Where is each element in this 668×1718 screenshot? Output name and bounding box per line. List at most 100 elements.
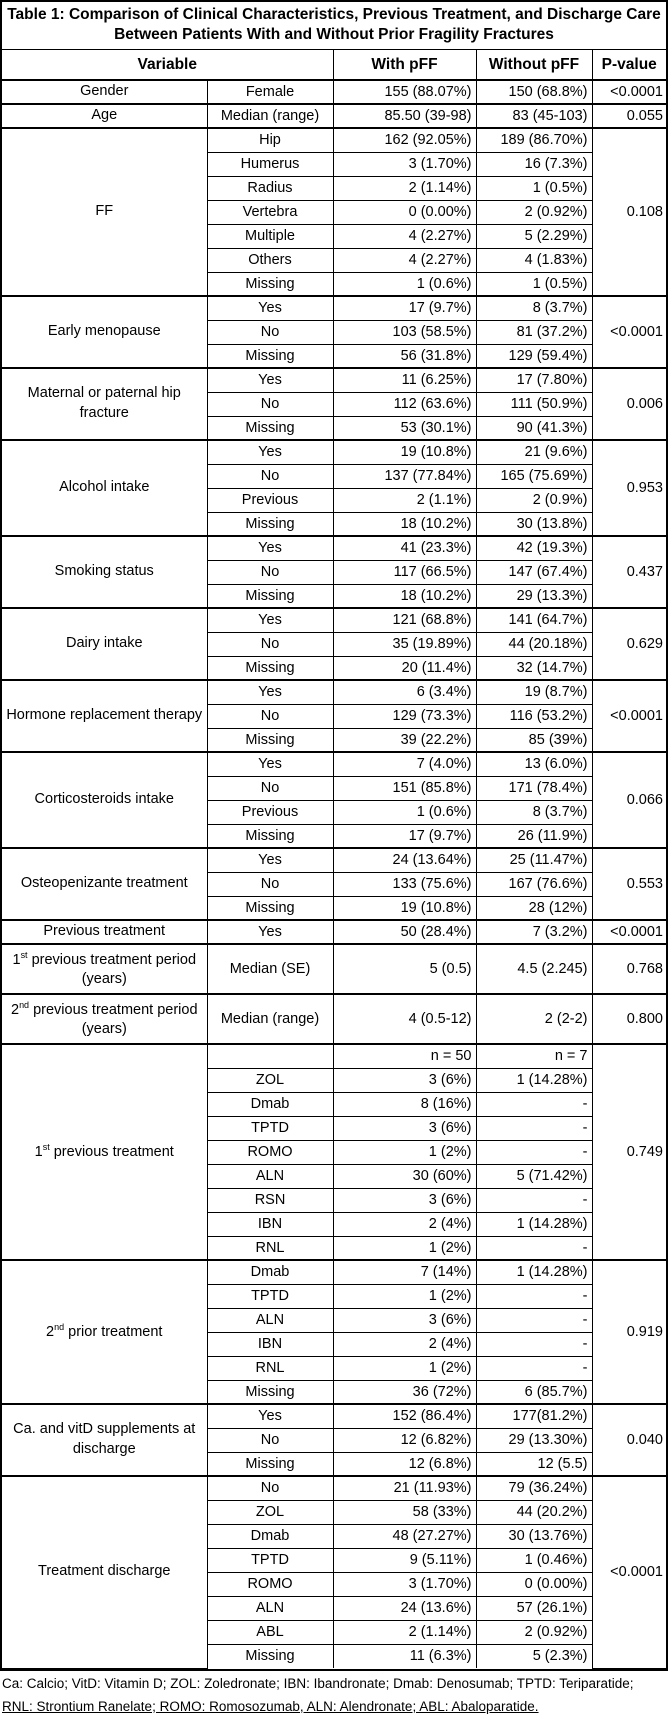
with-pff-value-cell: 1 (2%) bbox=[332, 1139, 477, 1165]
with-pff-value-cell: 133 (75.6%) bbox=[332, 871, 477, 897]
with-pff-value-cell: 2 (4%) bbox=[332, 1211, 477, 1237]
variable-group-cell: Corticosteroids intake bbox=[2, 751, 208, 849]
sub-variable-cell: Missing bbox=[206, 1451, 334, 1477]
table-row: Ca. and vitD supplements at discharge Yes… bbox=[2, 1403, 666, 1477]
with-pff-value-cell: 11 (6.25%) bbox=[332, 367, 477, 393]
sub-variable-cell: Yes bbox=[206, 1403, 334, 1429]
without-pff-value-cell: 42 (19.3%) bbox=[475, 535, 593, 561]
table-row: ABL 2 (1.14%) 2 (0.92%) bbox=[2, 1619, 666, 1645]
with-pff-value-cell: 7 (4.0%) bbox=[332, 751, 477, 777]
without-pff-value-cell: 2 (0.9%) bbox=[475, 487, 593, 513]
p-value-cell: <0.0001 bbox=[591, 919, 666, 945]
p-value-cell: 0.553 bbox=[591, 847, 666, 921]
variable-group-cell: 1st previous treatment period (years) bbox=[2, 943, 208, 995]
variable-group-cell: FF bbox=[2, 127, 208, 297]
with-pff-value-cell: 20 (11.4%) bbox=[332, 655, 477, 681]
sub-variable-cell: Others bbox=[206, 247, 334, 273]
table-row: Vertebra 0 (0.00%) 2 (0.92%) bbox=[2, 199, 666, 225]
sub-variable-cell: No bbox=[206, 871, 334, 897]
without-pff-value-cell: - bbox=[475, 1115, 593, 1141]
table-row: Missing 36 (72%) 6 (85.7%) bbox=[2, 1379, 666, 1405]
sub-variable-cell: Missing bbox=[206, 1643, 334, 1668]
table-row: Missing 56 (31.8%) 129 (59.4%) bbox=[2, 343, 666, 369]
table-row: Maternal or paternal hip fracture Yes 11 (… bbox=[2, 367, 666, 441]
sub-variable-cell: TPTD bbox=[206, 1547, 334, 1573]
without-pff-value-cell: 16 (7.3%) bbox=[475, 151, 593, 177]
sub-variable-cell: No bbox=[206, 775, 334, 801]
sub-variable-cell: ZOL bbox=[206, 1499, 334, 1525]
footnote-line-1: Ca: Calcio; VitD: Vitamin D; ZOL: Zoledr… bbox=[2, 1675, 634, 1691]
sub-variable-cell: Missing bbox=[206, 343, 334, 369]
sub-variable-cell bbox=[206, 1043, 334, 1069]
sub-variable-cell: ABL bbox=[206, 1619, 334, 1645]
with-pff-value-cell: 56 (31.8%) bbox=[332, 343, 477, 369]
sub-variable-cell: Median (range) bbox=[206, 993, 334, 1045]
table-row: 2nd previous treatment period (years) Med… bbox=[2, 993, 666, 1045]
without-pff-value-cell: 141 (64.7%) bbox=[475, 607, 593, 633]
without-pff-value-cell: 81 (37.2%) bbox=[475, 319, 593, 345]
sub-variable-cell: ROMO bbox=[206, 1139, 334, 1165]
without-pff-value-cell: 4 (1.83%) bbox=[475, 247, 593, 273]
header-row: Variable With pFF Without pFF P-value bbox=[2, 50, 666, 81]
without-pff-value-cell: 28 (12%) bbox=[475, 895, 593, 921]
sub-variable-cell: Yes bbox=[206, 295, 334, 321]
table-row: 2nd prior treatment Dmab 7 (14%) 1 (14.28%)… bbox=[2, 1259, 666, 1405]
without-pff-value-cell: 1 (0.5%) bbox=[475, 271, 593, 297]
table-row: FF Hip 162 (92.05%) 189 (86.70%) 0.108 bbox=[2, 127, 666, 297]
table-row: No 112 (63.6%) 111 (50.9%) bbox=[2, 391, 666, 417]
with-pff-value-cell: 4 (2.27%) bbox=[332, 223, 477, 249]
table-row: Others 4 (2.27%) 4 (1.83%) bbox=[2, 247, 666, 273]
without-pff-value-cell: - bbox=[475, 1307, 593, 1333]
sub-variable-cell: Vertebra bbox=[206, 199, 334, 225]
sub-variable-cell: Dmab bbox=[206, 1091, 334, 1117]
without-pff-value-cell: 150 (68.8%) bbox=[475, 79, 593, 105]
with-pff-value-cell: 19 (10.8%) bbox=[332, 895, 477, 921]
with-pff-value-cell: 2 (1.14%) bbox=[332, 175, 477, 201]
with-pff-value-cell: 35 (19.89%) bbox=[332, 631, 477, 657]
table-row: Smoking status Yes 41 (23.3%) 42 (19.3%) 0.4… bbox=[2, 535, 666, 609]
variable-group-cell: Gender bbox=[2, 79, 208, 105]
sub-variable-cell: TPTD bbox=[206, 1115, 334, 1141]
table-row: ALN 3 (6%) - bbox=[2, 1307, 666, 1333]
without-pff-value-cell: 8 (3.7%) bbox=[475, 295, 593, 321]
with-pff-value-cell: 53 (30.1%) bbox=[332, 415, 477, 441]
p-value-cell: 0.006 bbox=[591, 367, 666, 441]
table-title: Table 1: Comparison of Clinical Characte… bbox=[2, 2, 666, 50]
table-row: Missing 1 (0.6%) 1 (0.5%) bbox=[2, 271, 666, 297]
table-row: Missing 53 (30.1%) 90 (41.3%) bbox=[2, 415, 666, 441]
sub-variable-cell: Yes bbox=[206, 751, 334, 777]
with-pff-value-cell: 1 (2%) bbox=[332, 1283, 477, 1309]
table-row: TPTD 1 (2%) - bbox=[2, 1283, 666, 1309]
sub-variable-cell: ROMO bbox=[206, 1571, 334, 1597]
without-pff-value-cell: 147 (67.4%) bbox=[475, 559, 593, 585]
with-pff-value-cell: 50 (28.4%) bbox=[332, 919, 477, 945]
with-pff-value-cell: 9 (5.11%) bbox=[332, 1547, 477, 1573]
variable-group-cell: Early menopause bbox=[2, 295, 208, 369]
header-p-value: P-value bbox=[591, 50, 666, 81]
without-pff-value-cell: - bbox=[475, 1235, 593, 1261]
sub-variable-cell: Missing bbox=[206, 271, 334, 297]
without-pff-value-cell: 1 (14.28%) bbox=[475, 1211, 593, 1237]
with-pff-value-cell: 12 (6.82%) bbox=[332, 1427, 477, 1453]
variable-group-cell: Smoking status bbox=[2, 535, 208, 609]
without-pff-value-cell: - bbox=[475, 1283, 593, 1309]
p-value-cell: 0.108 bbox=[591, 127, 666, 297]
with-pff-value-cell: 39 (22.2%) bbox=[332, 727, 477, 753]
sub-variable-cell: Yes bbox=[206, 439, 334, 465]
table-row: TPTD 9 (5.11%) 1 (0.46%) bbox=[2, 1547, 666, 1573]
with-pff-value-cell: 19 (10.8%) bbox=[332, 439, 477, 465]
without-pff-value-cell: 177(81.2%) bbox=[475, 1403, 593, 1429]
table-container: Table 1: Comparison of Clinical Characte… bbox=[0, 0, 668, 1671]
header-variable: Variable bbox=[2, 50, 334, 81]
with-pff-value-cell: 3 (1.70%) bbox=[332, 1571, 477, 1597]
without-pff-value-cell: 44 (20.18%) bbox=[475, 631, 593, 657]
with-pff-value-cell: 3 (6%) bbox=[332, 1307, 477, 1333]
without-pff-value-cell: 90 (41.3%) bbox=[475, 415, 593, 441]
sub-variable-cell: Multiple bbox=[206, 223, 334, 249]
variable-group-cell: Ca. and vitD supplements at discharge bbox=[2, 1403, 208, 1477]
without-pff-value-cell: 17 (7.80%) bbox=[475, 367, 593, 393]
table-row: Missing 11 (6.3%) 5 (2.3%) bbox=[2, 1643, 666, 1668]
without-pff-value-cell: 2 (0.92%) bbox=[475, 1619, 593, 1645]
table-row: 1st previous treatment period (years) Med… bbox=[2, 943, 666, 995]
sub-variable-cell: Missing bbox=[206, 415, 334, 441]
